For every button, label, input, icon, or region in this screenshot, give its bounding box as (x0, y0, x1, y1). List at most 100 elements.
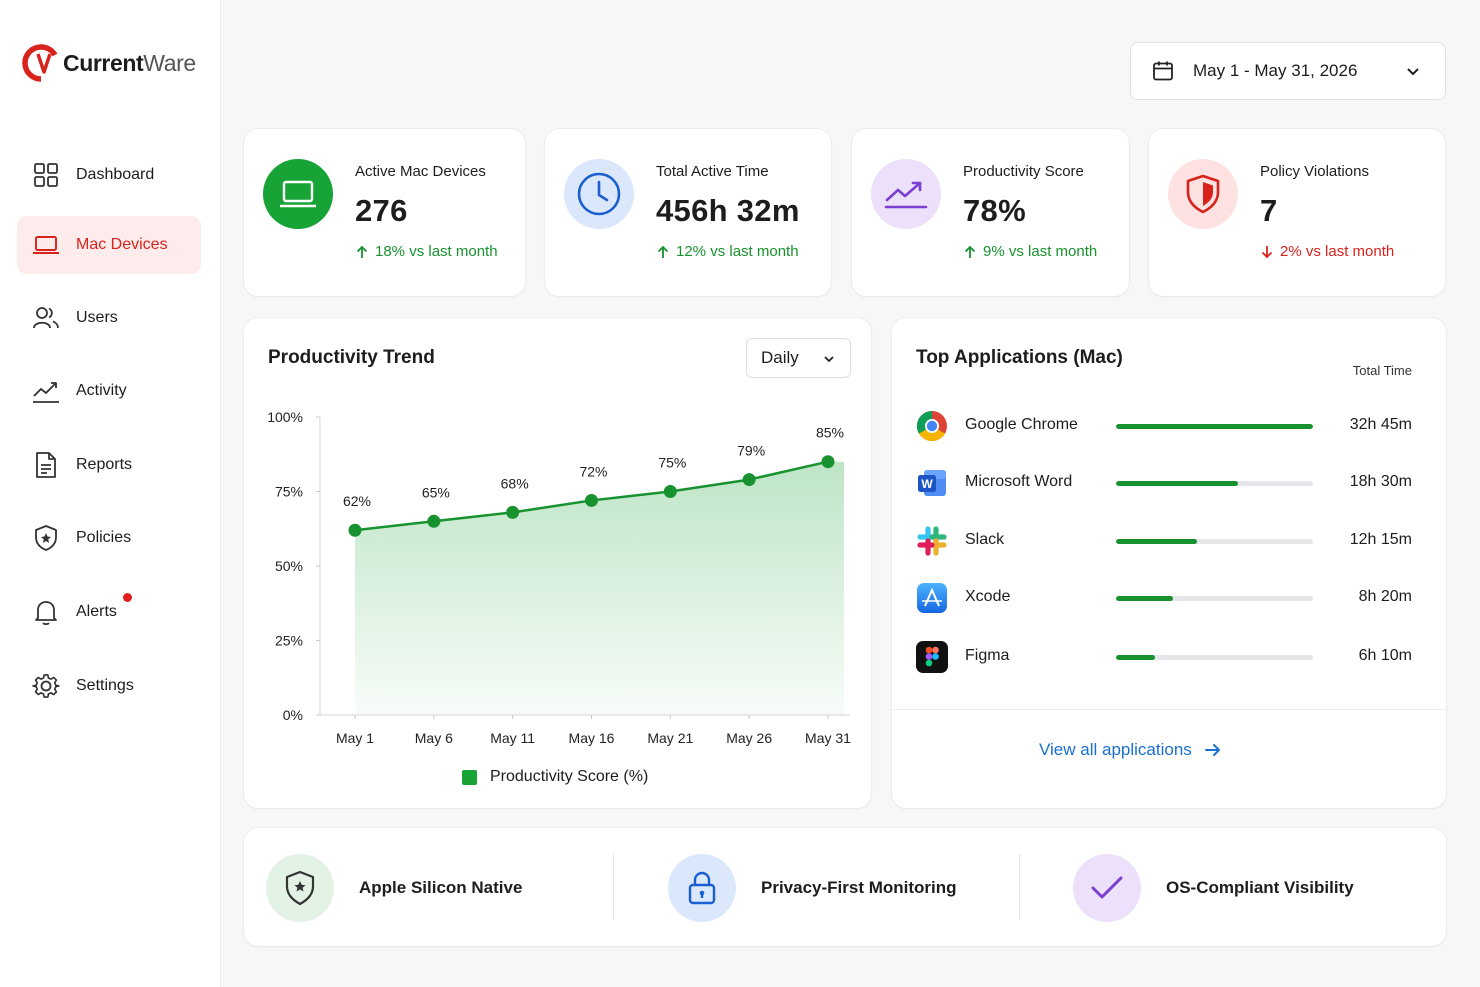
stat-label: Active Mac Devices (355, 163, 486, 180)
shield-star-icon (266, 854, 334, 922)
x-tick-label: May 6 (415, 730, 453, 746)
arrow-up-icon (356, 245, 368, 258)
word-icon: W (916, 467, 948, 499)
stat-label: Productivity Score (963, 163, 1084, 180)
area-fill (355, 461, 844, 715)
app-row[interactable]: Xcode 8h 20m (916, 578, 1412, 618)
sidebar-item-label: Activity (76, 382, 127, 399)
xcode-icon (916, 582, 948, 614)
feature-label: OS-Compliant Visibility (1166, 878, 1354, 897)
sidebar-item-label: Settings (76, 677, 134, 694)
app-name: Microsoft Word (965, 473, 1073, 490)
column-header-total-time: Total Time (1352, 363, 1412, 378)
app-usage-fill (1116, 596, 1174, 601)
sidebar-item-activity[interactable]: Activity (17, 362, 201, 420)
app-row[interactable]: Slack 12h 15m (916, 521, 1412, 561)
figma-icon (916, 641, 948, 673)
app-usage-bar (1116, 655, 1313, 660)
app-usage-fill (1116, 481, 1239, 486)
stat-delta-text: 2% vs last month (1280, 243, 1395, 260)
sidebar-item-policies[interactable]: Policies (17, 509, 201, 567)
sidebar-item-label: Alerts (76, 603, 117, 620)
y-tick-label: 25% (275, 633, 303, 649)
data-point (506, 505, 520, 519)
sidebar-item-label: Dashboard (76, 166, 155, 183)
sidebar-item-reports[interactable]: Reports (17, 436, 201, 494)
alert-badge-dot (123, 593, 132, 602)
productivity-trend-card: Productivity Trend Daily 0% 25% 50% 75% 100%… (244, 318, 871, 808)
app-row[interactable]: Google Chrome 32h 45m (916, 406, 1412, 446)
chevron-down-icon (1407, 68, 1419, 76)
stat-card-active-devices: Active Mac Devices 276 18% vs last month (244, 129, 525, 296)
gear-icon (32, 672, 60, 700)
app-row[interactable]: W Microsoft Word 18h 30m (916, 463, 1412, 503)
x-tick-label: May 26 (726, 730, 772, 746)
legend-swatch (462, 769, 477, 785)
stat-value: 7 (1260, 193, 1278, 228)
app-time: 12h 15m (1349, 531, 1412, 548)
lock-icon (668, 854, 736, 922)
clock-icon (564, 159, 634, 229)
x-tick-label: May 31 (805, 730, 851, 746)
sidebar-item-label: Mac Devices (76, 236, 168, 253)
sidebar-item-label: Users (76, 309, 118, 326)
shield-icon (1168, 159, 1238, 229)
chart-title: Productivity Trend (268, 347, 435, 368)
shield-icon (32, 524, 60, 552)
app-name: Google Chrome (965, 416, 1078, 433)
app-usage-bar (1116, 481, 1313, 486)
date-range-label: May 1 - May 31, 2026 (1193, 61, 1358, 80)
data-label: 85% (816, 425, 844, 441)
sidebar-item-dashboard[interactable]: Dashboard (17, 146, 201, 204)
app-usage-bar (1116, 596, 1313, 601)
view-all-applications-link[interactable]: View all applications (1039, 740, 1222, 760)
legend-label: Productivity Score (%) (490, 768, 649, 785)
sidebar-item-settings[interactable]: Settings (17, 657, 201, 715)
stat-delta-text: 18% vs last month (375, 243, 498, 260)
feature-privacy-first: Privacy-First Monitoring (668, 854, 957, 922)
sidebar-item-users[interactable]: Users (17, 289, 201, 347)
brand-logo[interactable]: CurrentWare (22, 44, 196, 82)
data-label: 79% (737, 443, 765, 459)
y-tick-label: 50% (275, 558, 303, 574)
users-icon (32, 304, 60, 332)
slack-icon (916, 525, 948, 557)
feature-label: Privacy-First Monitoring (761, 878, 957, 897)
calendar-icon (1153, 61, 1173, 81)
laptop-icon (263, 159, 333, 229)
stat-card-productivity-score: Productivity Score 78% 9% vs last month (852, 129, 1129, 296)
stat-delta: 18% vs last month (355, 243, 498, 260)
feature-label: Apple Silicon Native (359, 878, 523, 897)
app-time: 18h 30m (1349, 473, 1412, 490)
productivity-area-chart: 0% 25% 50% 75% 100% May 1 May 6 May 11 May 16 May… (267, 409, 851, 746)
view-all-label: View all applications (1039, 740, 1192, 759)
app-usage-bar (1116, 539, 1313, 544)
app-name: Figma (965, 647, 1010, 664)
sidebar-item-mac-devices[interactable]: Mac Devices (17, 216, 201, 274)
app-name: Xcode (965, 588, 1011, 605)
brand-name-part1: Current (63, 49, 144, 76)
stat-delta-text: 9% vs last month (983, 243, 1098, 260)
data-point (585, 493, 598, 507)
stat-label: Policy Violations (1260, 163, 1369, 180)
app-time: 6h 10m (1358, 647, 1412, 664)
document-icon (32, 451, 60, 479)
laptop-icon (32, 231, 60, 259)
granularity-value: Daily (761, 348, 799, 367)
data-point (427, 514, 441, 528)
sidebar-item-alerts[interactable]: Alerts (17, 583, 201, 641)
checkmark-icon (1073, 854, 1141, 922)
data-point (348, 523, 362, 537)
svg-text:W: W (921, 477, 933, 491)
app-usage-fill (1116, 539, 1197, 544)
date-range-picker[interactable]: May 1 - May 31, 2026 (1130, 42, 1446, 100)
app-row[interactable]: Figma 6h 10m (916, 637, 1412, 677)
feature-os-compliant: OS-Compliant Visibility (1073, 854, 1354, 922)
y-tick-label: 100% (267, 409, 303, 425)
stat-value: 456h 32m (656, 193, 800, 228)
data-label: 75% (658, 455, 686, 471)
stat-value: 78% (963, 193, 1026, 228)
sidebar: CurrentWare Dashboard Mac Devices Users … (0, 0, 221, 987)
apps-title: Top Applications (Mac) (916, 347, 1123, 368)
granularity-select[interactable]: Daily (746, 338, 851, 378)
